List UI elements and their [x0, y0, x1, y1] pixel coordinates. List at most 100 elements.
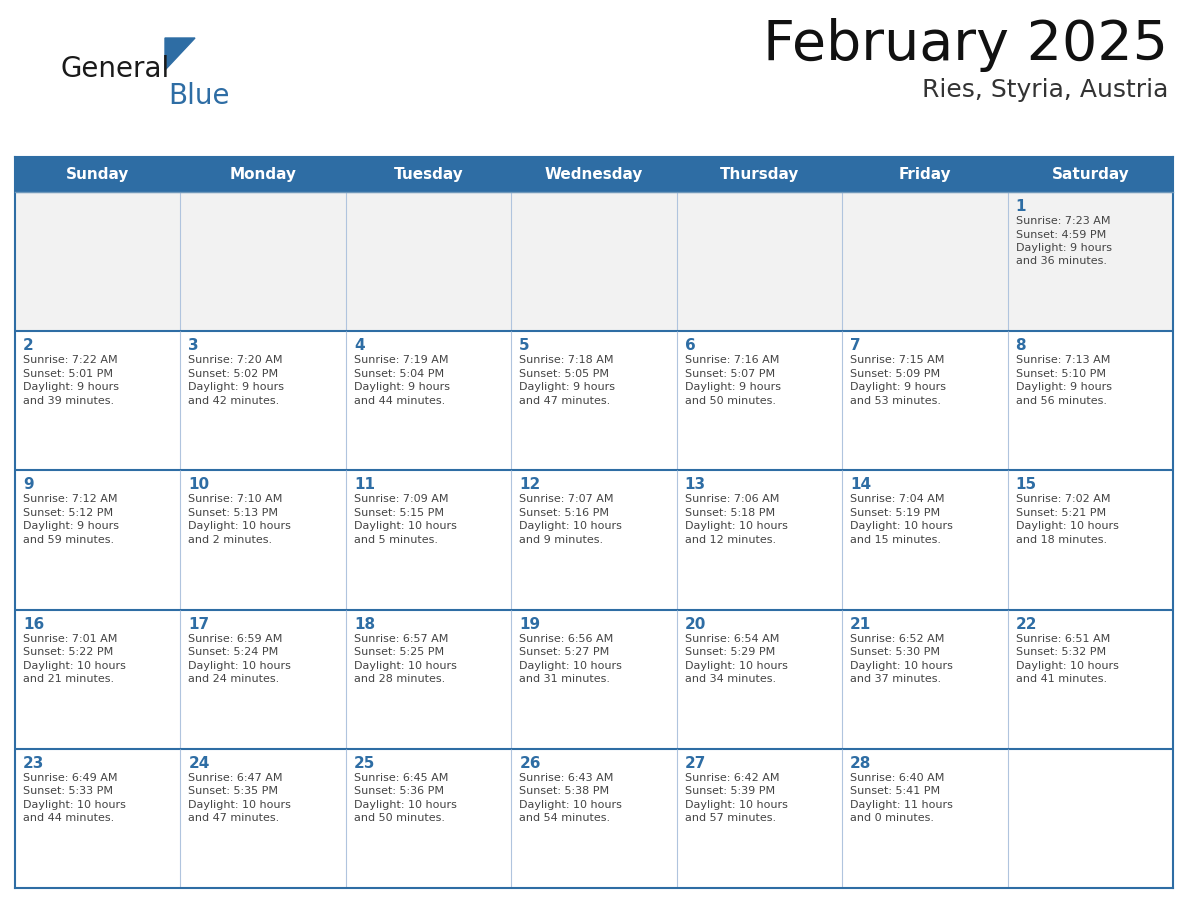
Text: Sunset: 5:22 PM: Sunset: 5:22 PM	[23, 647, 113, 657]
Text: Daylight: 9 hours: Daylight: 9 hours	[1016, 243, 1112, 253]
Text: 7: 7	[851, 338, 861, 353]
Text: Sunset: 5:38 PM: Sunset: 5:38 PM	[519, 787, 609, 796]
Text: Tuesday: Tuesday	[393, 167, 463, 182]
Text: 19: 19	[519, 617, 541, 632]
Text: Sunday: Sunday	[67, 167, 129, 182]
Text: Sunrise: 6:40 AM: Sunrise: 6:40 AM	[851, 773, 944, 783]
Text: Sunset: 5:39 PM: Sunset: 5:39 PM	[684, 787, 775, 796]
Text: 3: 3	[189, 338, 200, 353]
Text: Sunset: 5:10 PM: Sunset: 5:10 PM	[1016, 369, 1106, 379]
Text: Sunrise: 7:02 AM: Sunrise: 7:02 AM	[1016, 495, 1110, 504]
Text: Sunrise: 6:47 AM: Sunrise: 6:47 AM	[189, 773, 283, 783]
Text: Daylight: 10 hours: Daylight: 10 hours	[354, 661, 456, 671]
Text: Saturday: Saturday	[1051, 167, 1129, 182]
Text: and 47 minutes.: and 47 minutes.	[519, 396, 611, 406]
Text: Sunset: 5:16 PM: Sunset: 5:16 PM	[519, 508, 609, 518]
Text: 11: 11	[354, 477, 375, 492]
Text: Sunrise: 6:49 AM: Sunrise: 6:49 AM	[23, 773, 118, 783]
Text: Sunset: 5:41 PM: Sunset: 5:41 PM	[851, 787, 940, 796]
Text: Daylight: 10 hours: Daylight: 10 hours	[684, 521, 788, 532]
Text: Sunrise: 7:15 AM: Sunrise: 7:15 AM	[851, 355, 944, 365]
Text: Sunset: 5:33 PM: Sunset: 5:33 PM	[23, 787, 113, 796]
Text: and 36 minutes.: and 36 minutes.	[1016, 256, 1106, 266]
Text: Daylight: 9 hours: Daylight: 9 hours	[519, 382, 615, 392]
Text: Sunset: 5:02 PM: Sunset: 5:02 PM	[189, 369, 278, 379]
Bar	[15, 331, 1173, 470]
Text: and 34 minutes.: and 34 minutes.	[684, 674, 776, 684]
Text: and 50 minutes.: and 50 minutes.	[684, 396, 776, 406]
Text: and 41 minutes.: and 41 minutes.	[1016, 674, 1107, 684]
Text: Sunset: 5:04 PM: Sunset: 5:04 PM	[354, 369, 444, 379]
Text: Sunrise: 7:18 AM: Sunrise: 7:18 AM	[519, 355, 614, 365]
Text: and 57 minutes.: and 57 minutes.	[684, 813, 776, 823]
Text: Sunset: 5:29 PM: Sunset: 5:29 PM	[684, 647, 775, 657]
Text: and 37 minutes.: and 37 minutes.	[851, 674, 941, 684]
Text: and 50 minutes.: and 50 minutes.	[354, 813, 444, 823]
Text: Sunset: 5:18 PM: Sunset: 5:18 PM	[684, 508, 775, 518]
Text: and 21 minutes.: and 21 minutes.	[23, 674, 114, 684]
Text: 12: 12	[519, 477, 541, 492]
Text: Sunrise: 7:04 AM: Sunrise: 7:04 AM	[851, 495, 944, 504]
Text: Daylight: 10 hours: Daylight: 10 hours	[519, 521, 623, 532]
Text: and 54 minutes.: and 54 minutes.	[519, 813, 611, 823]
Text: Sunset: 5:12 PM: Sunset: 5:12 PM	[23, 508, 113, 518]
Text: Sunrise: 6:51 AM: Sunrise: 6:51 AM	[1016, 633, 1110, 644]
Text: Sunset: 5:32 PM: Sunset: 5:32 PM	[1016, 647, 1106, 657]
Text: Sunrise: 6:54 AM: Sunrise: 6:54 AM	[684, 633, 779, 644]
Text: 27: 27	[684, 756, 706, 771]
Text: and 18 minutes.: and 18 minutes.	[1016, 535, 1107, 545]
Bar	[15, 470, 1173, 610]
Text: and 5 minutes.: and 5 minutes.	[354, 535, 438, 545]
Text: Sunrise: 6:56 AM: Sunrise: 6:56 AM	[519, 633, 613, 644]
Text: Daylight: 10 hours: Daylight: 10 hours	[189, 661, 291, 671]
Text: General: General	[61, 55, 169, 83]
Text: Thursday: Thursday	[720, 167, 800, 182]
Text: 15: 15	[1016, 477, 1037, 492]
Text: Sunset: 5:19 PM: Sunset: 5:19 PM	[851, 508, 940, 518]
Text: and 53 minutes.: and 53 minutes.	[851, 396, 941, 406]
Text: Daylight: 10 hours: Daylight: 10 hours	[1016, 521, 1118, 532]
Text: and 44 minutes.: and 44 minutes.	[354, 396, 446, 406]
Text: Sunrise: 7:09 AM: Sunrise: 7:09 AM	[354, 495, 448, 504]
Text: Sunset: 5:15 PM: Sunset: 5:15 PM	[354, 508, 444, 518]
Text: Daylight: 10 hours: Daylight: 10 hours	[23, 800, 126, 810]
Text: and 12 minutes.: and 12 minutes.	[684, 535, 776, 545]
Text: 2: 2	[23, 338, 33, 353]
Text: Sunrise: 7:16 AM: Sunrise: 7:16 AM	[684, 355, 779, 365]
Text: 1: 1	[1016, 199, 1026, 214]
Text: and 31 minutes.: and 31 minutes.	[519, 674, 611, 684]
Text: Daylight: 9 hours: Daylight: 9 hours	[1016, 382, 1112, 392]
Text: and 39 minutes.: and 39 minutes.	[23, 396, 114, 406]
Text: 16: 16	[23, 617, 44, 632]
Text: Sunrise: 7:06 AM: Sunrise: 7:06 AM	[684, 495, 779, 504]
Text: Sunset: 5:24 PM: Sunset: 5:24 PM	[189, 647, 279, 657]
Text: Sunset: 5:05 PM: Sunset: 5:05 PM	[519, 369, 609, 379]
Text: Blue: Blue	[168, 82, 229, 110]
Text: Sunset: 5:13 PM: Sunset: 5:13 PM	[189, 508, 278, 518]
Text: and 0 minutes.: and 0 minutes.	[851, 813, 934, 823]
Text: Daylight: 10 hours: Daylight: 10 hours	[23, 661, 126, 671]
Bar	[15, 610, 1173, 749]
Text: Sunrise: 7:01 AM: Sunrise: 7:01 AM	[23, 633, 118, 644]
Text: 6: 6	[684, 338, 695, 353]
Text: and 28 minutes.: and 28 minutes.	[354, 674, 446, 684]
Text: and 47 minutes.: and 47 minutes.	[189, 813, 279, 823]
Text: 9: 9	[23, 477, 33, 492]
Text: Sunrise: 6:43 AM: Sunrise: 6:43 AM	[519, 773, 614, 783]
Text: Sunrise: 7:12 AM: Sunrise: 7:12 AM	[23, 495, 118, 504]
Text: Daylight: 10 hours: Daylight: 10 hours	[354, 800, 456, 810]
Text: 4: 4	[354, 338, 365, 353]
Text: Daylight: 10 hours: Daylight: 10 hours	[189, 521, 291, 532]
Text: Daylight: 9 hours: Daylight: 9 hours	[684, 382, 781, 392]
Text: Sunrise: 7:20 AM: Sunrise: 7:20 AM	[189, 355, 283, 365]
Text: Sunset: 5:25 PM: Sunset: 5:25 PM	[354, 647, 444, 657]
Bar	[15, 157, 1173, 192]
Text: Sunset: 4:59 PM: Sunset: 4:59 PM	[1016, 230, 1106, 240]
Text: Daylight: 10 hours: Daylight: 10 hours	[851, 521, 953, 532]
Text: Sunset: 5:09 PM: Sunset: 5:09 PM	[851, 369, 940, 379]
Text: Sunrise: 7:19 AM: Sunrise: 7:19 AM	[354, 355, 448, 365]
Text: Daylight: 10 hours: Daylight: 10 hours	[684, 800, 788, 810]
Text: 14: 14	[851, 477, 871, 492]
Text: Sunrise: 6:42 AM: Sunrise: 6:42 AM	[684, 773, 779, 783]
Text: Monday: Monday	[229, 167, 297, 182]
